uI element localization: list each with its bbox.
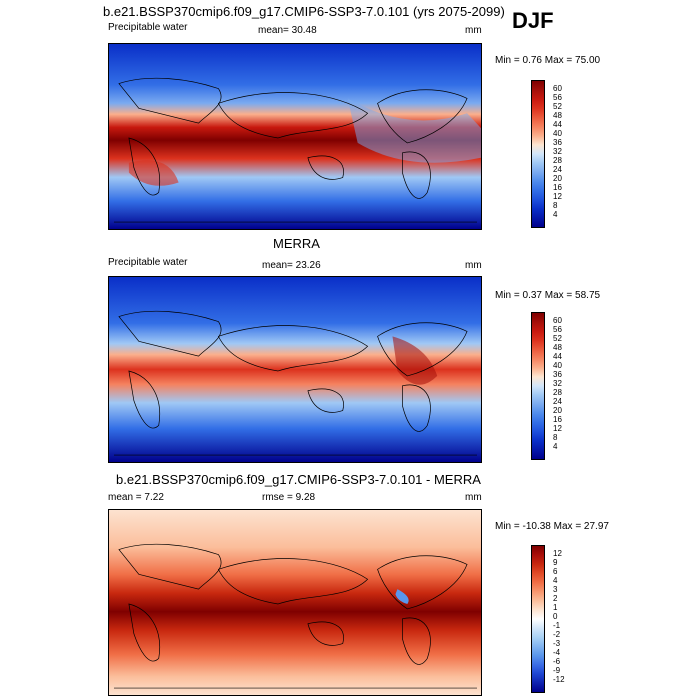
panel2-cbar-label: 16 bbox=[553, 415, 562, 424]
panel3-cbar-label: 9 bbox=[553, 558, 558, 567]
panel3-cbar-label: -2 bbox=[553, 630, 561, 639]
panel1-cbar-label: 4 bbox=[553, 210, 558, 219]
panel1-map bbox=[108, 43, 482, 230]
panel1-cbar-label: 28 bbox=[553, 156, 562, 165]
panel2-cbar-label: 56 bbox=[553, 325, 562, 334]
panel2-variable: Precipitable water bbox=[108, 257, 188, 268]
panel3-cbar-label: 1 bbox=[553, 603, 558, 612]
panel2-units: mm bbox=[465, 260, 482, 271]
panel3-colorbar-scale bbox=[531, 545, 545, 693]
panel1-variable: Precipitable water bbox=[108, 22, 188, 33]
panel1-field bbox=[109, 44, 481, 229]
panel1-colorbar: 60 56 52 48 44 40 36 32 28 24 20 16 12 8… bbox=[531, 80, 562, 228]
panel1-cbar-label: 40 bbox=[553, 129, 562, 138]
panel2-colorbar-scale bbox=[531, 312, 545, 460]
panel2-cbar-label: 40 bbox=[553, 361, 562, 370]
panel3-units: mm bbox=[465, 492, 482, 503]
panel3-cbar-label: 0 bbox=[553, 612, 558, 621]
panel1-cbar-label: 44 bbox=[553, 120, 562, 129]
panel1-cbar-label: 36 bbox=[553, 138, 562, 147]
panel2-colorbar: 60 56 52 48 44 40 36 32 28 24 20 16 12 8… bbox=[531, 312, 562, 460]
panel3-minmax: Min = -10.38 Max = 27.97 bbox=[495, 521, 609, 532]
panel3-cbar-label: -12 bbox=[553, 675, 565, 684]
panel1-cbar-label: 20 bbox=[553, 174, 562, 183]
panel3-cbar-label: -6 bbox=[553, 657, 561, 666]
panel3-cbar-label: 2 bbox=[553, 594, 558, 603]
panel2-title: MERRA bbox=[273, 236, 320, 251]
panel2-minmax: Min = 0.37 Max = 58.75 bbox=[495, 290, 601, 301]
panel3-mean: mean = 7.22 bbox=[108, 492, 164, 503]
panel2-cbar-label: 52 bbox=[553, 334, 562, 343]
panel2-cbar-label: 60 bbox=[553, 316, 562, 325]
panel1-cbar-label: 12 bbox=[553, 192, 562, 201]
panel2-map bbox=[108, 276, 482, 463]
panel2-cbar-label: 48 bbox=[553, 343, 562, 352]
panel3-cbar-label: 3 bbox=[553, 585, 558, 594]
panel1-cbar-label: 56 bbox=[553, 93, 562, 102]
panel2-cbar-label: 28 bbox=[553, 388, 562, 397]
panel3-title: b.e21.BSSP370cmip6.f09_g17.CMIP6-SSP3-7.… bbox=[116, 472, 481, 487]
panel2-cbar-label: 4 bbox=[553, 442, 558, 451]
panel2-cbar-label: 32 bbox=[553, 379, 562, 388]
panel3-cbar-label: 6 bbox=[553, 567, 558, 576]
panel1-units: mm bbox=[465, 25, 482, 36]
panel2-cbar-label: 20 bbox=[553, 406, 562, 415]
panel2-cbar-label: 36 bbox=[553, 370, 562, 379]
panel1-mean: mean= 30.48 bbox=[258, 25, 317, 36]
panel1-cbar-label: 24 bbox=[553, 165, 562, 174]
panel2-cbar-label: 24 bbox=[553, 397, 562, 406]
panel3-cbar-label: -4 bbox=[553, 648, 561, 657]
panel1-cbar-label: 52 bbox=[553, 102, 562, 111]
panel2-cbar-label: 8 bbox=[553, 433, 558, 442]
panel2-field bbox=[109, 277, 481, 462]
panel1-cbar-label: 16 bbox=[553, 183, 562, 192]
panel1-colorbar-scale bbox=[531, 80, 545, 228]
panel3-map bbox=[108, 509, 482, 696]
panel3-cbar-label: 12 bbox=[553, 549, 562, 558]
panel3-cbar-label: -1 bbox=[553, 621, 561, 630]
panel2-cbar-label: 12 bbox=[553, 424, 562, 433]
panel3-cbar-label: -9 bbox=[553, 666, 561, 675]
panel3-rmse: rmse = 9.28 bbox=[262, 492, 316, 503]
panel3-colorbar: 12 9 6 4 3 2 1 0 -1 -2 -3 -4 -6 -9 -12 bbox=[531, 545, 565, 693]
panel3-cbar-label: 4 bbox=[553, 576, 558, 585]
panel1-cbar-label: 32 bbox=[553, 147, 562, 156]
panel1-cbar-label: 60 bbox=[553, 84, 562, 93]
season-label: DJF bbox=[512, 8, 554, 33]
panel1-cbar-label: 8 bbox=[553, 201, 558, 210]
panel3-field bbox=[109, 510, 481, 695]
panel2-cbar-label: 44 bbox=[553, 352, 562, 361]
panel1-cbar-label: 48 bbox=[553, 111, 562, 120]
panel1-minmax: Min = 0.76 Max = 75.00 bbox=[495, 55, 601, 66]
panel3-cbar-label: -3 bbox=[553, 639, 561, 648]
panel2-mean: mean= 23.26 bbox=[262, 260, 321, 271]
figure-title: b.e21.BSSP370cmip6.f09_g17.CMIP6-SSP3-7.… bbox=[103, 4, 505, 19]
